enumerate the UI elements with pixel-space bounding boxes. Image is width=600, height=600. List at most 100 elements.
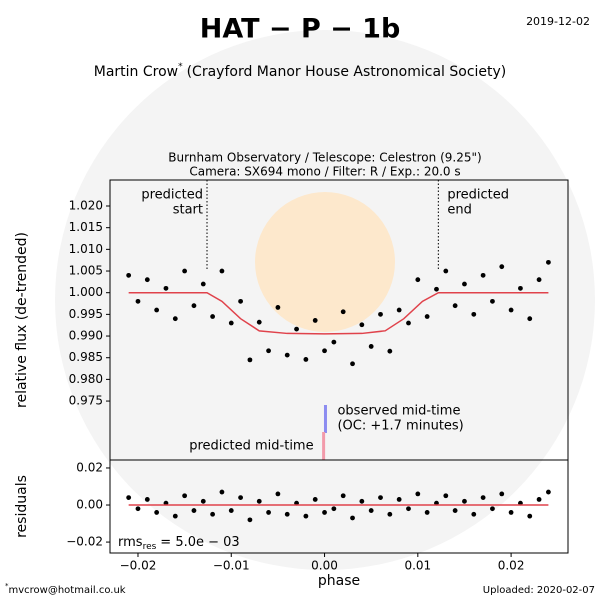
data-point: [312, 318, 318, 323]
data-point: [508, 510, 514, 515]
data-point: [172, 316, 178, 322]
rms: rms: [118, 535, 143, 550]
data-point: [518, 285, 523, 291]
data-point: [546, 489, 551, 495]
boundary-label: end: [447, 203, 472, 218]
email: mvcrow@hotmail.co.uk: [9, 585, 126, 596]
subtitle: Burnham Observatory / Telescope: Celestr…: [168, 151, 481, 165]
data-point: [238, 298, 243, 304]
observed-mid-time-label: (OC: +1.7 minutes): [337, 419, 463, 434]
data-point: [219, 268, 225, 274]
data-point: [546, 259, 551, 265]
data-point: [396, 497, 402, 502]
data-point: [210, 314, 216, 319]
email-mark: *: [5, 582, 9, 590]
y-tick-label: 0.985: [69, 350, 103, 364]
y-tick-label: 0.02: [76, 460, 103, 474]
data-point: [340, 309, 346, 315]
data-point: [424, 510, 430, 515]
y-tick-label: 1.020: [69, 199, 103, 213]
data-point: [191, 303, 197, 309]
data-point: [368, 344, 374, 349]
y-tick-label: 1.000: [69, 285, 103, 299]
affiliation: (Crayford Manor House Astronomical Socie…: [187, 64, 507, 80]
data-point: [527, 316, 533, 322]
data-point: [228, 508, 234, 513]
author-line: Martin Crow* (Crayford Manor House Astron…: [94, 62, 507, 81]
y-axis-label: relative flux (de-trended): [14, 232, 30, 408]
data-point: [135, 506, 141, 512]
title: HAT − P − 1b: [200, 14, 401, 45]
data-point: [480, 272, 486, 278]
footer-email: *mvcrow@hotmail.co.uk: [5, 582, 126, 596]
data-point: [163, 285, 169, 291]
x-tick-label: 0.00: [311, 559, 338, 573]
data-point: [359, 322, 365, 328]
data-point: [126, 272, 132, 278]
data-point: [247, 357, 253, 363]
data-point: [154, 510, 160, 515]
y-tick-label: 0.975: [69, 394, 103, 408]
data-point: [256, 319, 262, 325]
data-point: [182, 493, 188, 499]
model-line: [128, 291, 549, 335]
uploaded: Uploaded: 2020-02-07: [483, 585, 595, 596]
y-tick-label: 0.980: [69, 372, 103, 386]
data-point: [480, 495, 486, 501]
data-point: [499, 491, 505, 497]
data-point: [452, 508, 458, 513]
data-point: [284, 352, 290, 358]
data-point: [312, 497, 318, 502]
data-point: [303, 357, 309, 362]
data-point: [294, 326, 299, 332]
data-point: [536, 277, 542, 283]
x-tick-label: −0.02: [120, 559, 157, 573]
data-point: [527, 513, 533, 519]
data-point: [452, 303, 458, 309]
data-point: [415, 491, 421, 497]
data-point: [490, 506, 495, 512]
data-point: [200, 498, 206, 504]
data-point: [182, 268, 188, 274]
data-point: [144, 497, 150, 502]
data-point: [275, 305, 281, 310]
y-tick-label: 0.990: [69, 329, 103, 343]
data-point: [256, 498, 262, 504]
data-point: [443, 493, 449, 499]
data-point: [266, 510, 271, 515]
predicted-mid-time-label: predicted mid-time: [189, 439, 313, 454]
data-point: [322, 510, 327, 515]
data-point: [378, 495, 383, 501]
x-tick-label: 0.01: [404, 559, 431, 573]
data-point: [434, 286, 439, 292]
y-axis-label: residuals: [14, 475, 30, 538]
data-point: [471, 511, 477, 517]
data-point: [228, 320, 234, 326]
plot-frame: [109, 459, 569, 554]
data-point: [191, 508, 197, 513]
data-point: [406, 320, 411, 326]
data-point: [247, 517, 253, 523]
x-tick-label: 0.02: [498, 559, 525, 573]
y-tick-label: 0.00: [76, 498, 103, 512]
data-point: [210, 511, 216, 517]
data-point: [471, 311, 477, 317]
data-point: [126, 495, 132, 501]
y-tick-label: 1.015: [69, 220, 103, 234]
y-tick-label: 1.010: [69, 242, 103, 256]
data-point: [275, 491, 281, 497]
data-point: [350, 361, 355, 367]
data-point: [443, 268, 449, 274]
data-point: [331, 506, 337, 512]
data-point: [415, 277, 421, 283]
data-point: [331, 339, 337, 345]
author: Martin Crow: [94, 64, 178, 80]
y-tick-label: 1.005: [69, 264, 103, 278]
data-point: [144, 277, 150, 283]
data-point: [396, 307, 402, 313]
observed-mid-time-label: observed mid-time: [337, 404, 460, 419]
data-point: [350, 515, 355, 521]
boundary-label: predicted: [447, 188, 509, 203]
predicted-mid-time: [322, 432, 326, 460]
